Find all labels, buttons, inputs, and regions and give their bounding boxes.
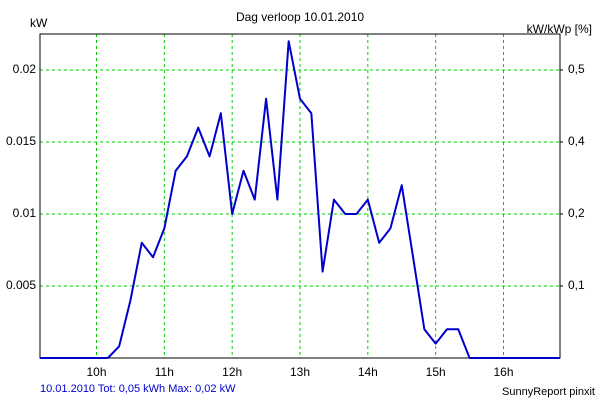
- chart-title: Dag verloop 10.01.2010: [236, 10, 364, 24]
- x-tick-label: 15h: [426, 365, 446, 379]
- y2-tick-label: 0,1: [568, 278, 585, 292]
- x-tick-label: 12h: [222, 365, 242, 379]
- y-tick-label: 0.01: [13, 206, 37, 220]
- y-axis-label: kW: [30, 16, 48, 30]
- y2-tick-label: 0,4: [568, 134, 585, 148]
- x-tick-label: 14h: [358, 365, 378, 379]
- plot-border: [39, 33, 561, 359]
- y-tick-label: 0.005: [6, 278, 36, 292]
- x-tick-label: 10h: [86, 365, 106, 379]
- y-tick-label: 0.015: [6, 134, 36, 148]
- footer-left: 10.01.2010 Tot: 0,05 kWh Max: 0,02 kW: [40, 383, 236, 395]
- x-tick-label: 13h: [290, 365, 310, 379]
- data-line: [40, 40, 560, 359]
- footer-right: SunnyReport pinxit: [502, 386, 595, 398]
- x-tick-label: 16h: [493, 365, 513, 379]
- y-tick-label: 0.02: [13, 62, 37, 76]
- y2-axis-label: kW/kWp [%]: [527, 22, 592, 36]
- x-tick-label: 11h: [155, 365, 174, 379]
- y2-tick-label: 0,2: [568, 206, 585, 220]
- y2-tick-label: 0,5: [568, 62, 585, 76]
